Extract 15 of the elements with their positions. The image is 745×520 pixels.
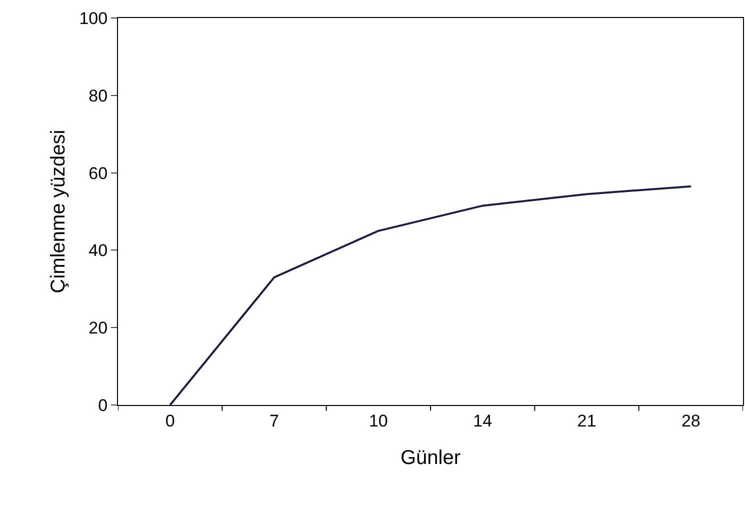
x-tick-label: 21: [577, 411, 596, 430]
x-axis-title: Günler: [400, 446, 461, 469]
x-tick-label: 10: [368, 411, 388, 430]
y-axis-title: Çimlenme yüzdesi: [48, 130, 70, 294]
y-tick-label: 80: [88, 86, 108, 106]
x-tick-label: 0: [165, 411, 175, 430]
y-tick-label: 60: [88, 164, 108, 183]
y-tick-label: 0: [98, 396, 108, 415]
line-series: [169, 185, 692, 405]
y-tick-label: 20: [88, 318, 108, 338]
y-tick-label: 100: [79, 8, 108, 28]
x-tick-label: 14: [473, 411, 492, 430]
x-tick-label: 7: [270, 411, 279, 430]
y-tick-label: 40: [88, 241, 108, 260]
x-tick-label: 28: [681, 411, 700, 430]
